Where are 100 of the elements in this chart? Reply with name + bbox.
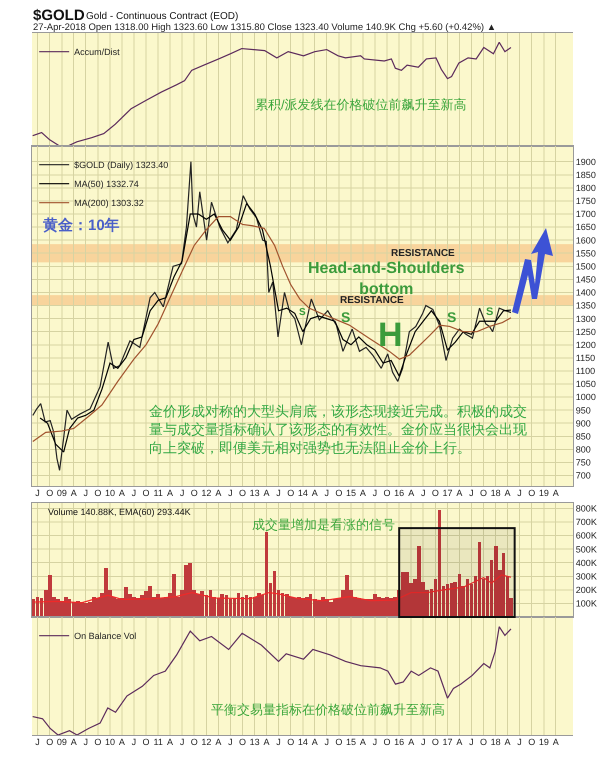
x-tick-label: A <box>70 736 77 747</box>
x-tick-label: A <box>360 488 366 498</box>
annotation: 累积/派发线在价格破位前飙升至新高 <box>255 97 467 112</box>
y-tick-label: 1600 <box>576 235 596 246</box>
x-tick-label: J <box>276 736 281 747</box>
y-tick-label: 1200 <box>576 340 596 350</box>
annotation: 黄金：10年 <box>42 217 120 234</box>
annotation: 金价形成对称的大型头肩底，该形态现接近完成。积极的成交量与成交量指标确认了该形态的有效性。金价应当很快会出现向上突破，即便美元相对强势也无法阻止金价上行。 <box>149 403 527 456</box>
x-tick-label: J <box>469 736 474 747</box>
x-tick-label: O <box>480 488 488 498</box>
y-tick-label: 1700 <box>576 209 596 220</box>
x-tick-label: J <box>83 488 88 498</box>
x-tick-label: O <box>94 488 102 498</box>
chart-title: $GOLD <box>33 7 85 24</box>
x-tick-label: 16 <box>394 736 404 747</box>
y-tick-label: 1050 <box>576 379 596 390</box>
y-tick-label: 800K <box>576 504 597 514</box>
text: 27-Apr-2018 Open 1318.00 High 1323.60 Low 1315.80 Close 1323.40 Volume 140.9K Chg +5.60 (+0.42%) ▲ <box>33 22 496 33</box>
chart-subtitle: Gold - Continuous Contract (EOD) <box>86 11 238 22</box>
y-tick-label: 400K <box>576 558 597 568</box>
x-tick-label: J <box>35 736 40 747</box>
x-tick-label: J <box>372 488 378 498</box>
y-tick-label: 1250 <box>576 326 596 337</box>
x-tick-label: J <box>228 736 233 747</box>
x-tick-label: J <box>517 736 522 747</box>
y-tick-label: 750 <box>576 458 591 468</box>
annotation: 成交量增加是看涨的信号 <box>252 517 395 532</box>
x-tick-label: O <box>528 736 536 747</box>
x-tick-label: J <box>517 488 522 498</box>
y-tick-label: 1500 <box>576 261 596 272</box>
x-tick-label: A <box>312 736 318 747</box>
y-tick-label: 1300 <box>576 314 596 324</box>
x-tick-label: O <box>384 736 391 747</box>
x-tick-label: 15 <box>346 736 356 747</box>
x-tick-label: A <box>167 488 174 498</box>
x-tick-label: A <box>552 488 559 498</box>
legend-label: Accum/Dist <box>74 47 120 58</box>
annotation: H <box>378 316 403 354</box>
y-tick-label: 1900 <box>576 156 596 167</box>
x-tick-label: O <box>335 488 342 498</box>
x-tick-label: J <box>35 488 40 498</box>
y-tick-label: 300K <box>576 571 597 582</box>
y-tick-label: 1100 <box>576 366 596 376</box>
annotation: S <box>299 307 306 318</box>
x-tick-label: O <box>46 488 54 498</box>
annotation: S <box>447 309 456 325</box>
x-tick-label: O <box>287 488 294 498</box>
x-tick-label: 19 <box>538 488 549 498</box>
y-tick-label: 900 <box>576 418 591 428</box>
x-tick-label: O <box>142 736 150 747</box>
x-tick-label: A <box>504 736 511 747</box>
x-tick-label: A <box>360 736 366 747</box>
x-tick-label: O <box>287 736 294 747</box>
x-tick-label: O <box>384 488 391 498</box>
x-tick-label: 09 <box>56 736 67 747</box>
x-tick-label: A <box>70 488 77 498</box>
y-tick-label: 1550 <box>576 248 596 258</box>
x-tick-label: 13 <box>250 736 260 747</box>
x-tick-label: A <box>264 488 270 498</box>
x-tick-label: A <box>408 736 414 747</box>
x-tick-label: J <box>83 736 88 747</box>
x-tick-label: A <box>456 488 462 498</box>
x-tick-label: A <box>552 736 559 747</box>
y-tick-label: 1450 <box>576 274 596 285</box>
text: Volume 140.88K, EMA(60) 293.44K <box>48 507 191 517</box>
y-tick-label: 600K <box>576 530 597 541</box>
x-tick-label: A <box>312 488 318 498</box>
annotation: 平衡交易量指标在价格破位前飙升至新高 <box>211 702 445 717</box>
x-tick-label: A <box>118 736 125 747</box>
x-tick-label: 17 <box>442 736 452 747</box>
x-tick-label: 11 <box>154 736 163 747</box>
legend-label: $GOLD (Daily) 1323.40 <box>74 160 168 170</box>
y-tick-label: 1650 <box>576 222 596 232</box>
band-label: RESISTANCE <box>391 248 456 259</box>
x-tick-label: 16 <box>394 488 404 498</box>
x-tick-label: O <box>432 736 439 747</box>
x-tick-label: 10 <box>104 736 116 747</box>
x-tick-label: J <box>228 488 233 498</box>
x-tick-label: A <box>167 736 174 747</box>
x-tick-label: O <box>335 736 342 747</box>
annotation: S <box>341 309 350 325</box>
y-tick-label: 700K <box>576 517 597 528</box>
y-tick-label: 1150 <box>576 353 596 363</box>
x-tick-label: O <box>432 488 439 498</box>
x-tick-label: 11 <box>154 488 163 498</box>
x-tick-label: 10 <box>104 488 116 498</box>
band-label: RESISTANCE <box>340 295 404 306</box>
y-tick-label: 500K <box>576 544 597 554</box>
x-tick-label: 14 <box>298 488 308 498</box>
x-tick-label: A <box>408 488 414 498</box>
y-tick-label: 1400 <box>576 288 596 298</box>
x-tick-label: J <box>372 736 378 747</box>
x-tick-label: O <box>239 736 246 747</box>
x-tick-label: J <box>324 488 329 498</box>
y-tick-label: 1850 <box>576 170 596 180</box>
x-tick-label: 13 <box>250 488 260 498</box>
x-tick-label: 09 <box>56 488 67 498</box>
y-tick-label: 100K <box>576 598 597 609</box>
x-tick-label: O <box>94 736 102 747</box>
x-tick-label: 15 <box>346 488 356 498</box>
